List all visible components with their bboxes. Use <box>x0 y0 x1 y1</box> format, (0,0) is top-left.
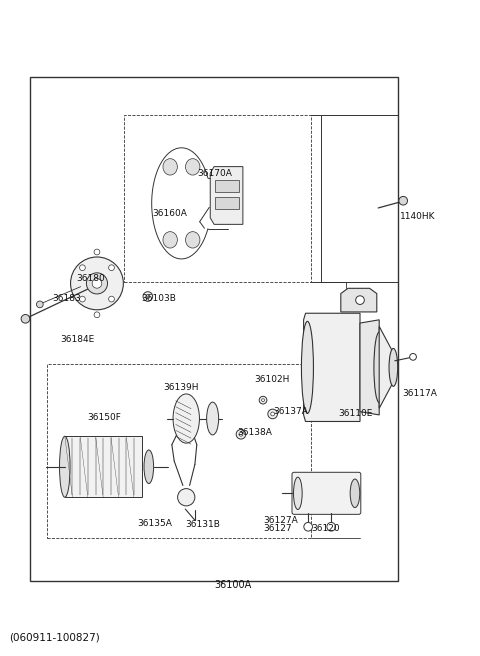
Ellipse shape <box>374 332 384 403</box>
Bar <box>30 77 398 581</box>
Ellipse shape <box>185 232 200 248</box>
Text: 36120: 36120 <box>311 524 340 533</box>
Circle shape <box>21 314 30 323</box>
Polygon shape <box>379 327 395 408</box>
Circle shape <box>356 296 364 304</box>
Ellipse shape <box>207 402 219 435</box>
Text: 36183: 36183 <box>52 294 81 303</box>
Ellipse shape <box>144 450 154 483</box>
Circle shape <box>80 297 85 302</box>
Polygon shape <box>210 167 243 224</box>
Circle shape <box>94 249 100 255</box>
Ellipse shape <box>60 436 70 497</box>
Circle shape <box>262 399 264 401</box>
Circle shape <box>399 196 408 205</box>
Text: 36127: 36127 <box>263 524 292 533</box>
Text: 1140HK: 1140HK <box>400 212 436 221</box>
Bar <box>124 115 311 282</box>
Text: 36150F: 36150F <box>87 413 121 422</box>
Polygon shape <box>303 314 360 422</box>
Ellipse shape <box>163 232 178 248</box>
Ellipse shape <box>185 159 200 175</box>
Circle shape <box>92 279 102 288</box>
Text: 36138A: 36138A <box>238 428 273 437</box>
Bar <box>321 115 398 282</box>
Circle shape <box>36 301 43 308</box>
Circle shape <box>268 409 277 419</box>
Circle shape <box>143 292 153 301</box>
Circle shape <box>108 297 114 302</box>
Text: 36127A: 36127A <box>263 516 298 525</box>
Ellipse shape <box>301 321 313 413</box>
Text: 36100A: 36100A <box>215 580 252 590</box>
Text: 36102H: 36102H <box>254 375 290 384</box>
Text: 36170A: 36170A <box>197 169 232 178</box>
Polygon shape <box>360 320 379 415</box>
Ellipse shape <box>163 159 178 175</box>
Bar <box>215 197 239 209</box>
Circle shape <box>304 522 312 531</box>
Circle shape <box>94 312 100 318</box>
Ellipse shape <box>389 348 398 386</box>
Text: 36110E: 36110E <box>338 409 373 418</box>
Bar <box>47 364 311 538</box>
Ellipse shape <box>350 479 360 508</box>
Text: 36160A: 36160A <box>153 209 188 218</box>
Ellipse shape <box>173 394 200 443</box>
Circle shape <box>239 432 243 436</box>
Bar <box>215 180 239 192</box>
Circle shape <box>86 273 108 294</box>
Text: 36184E: 36184E <box>60 335 94 344</box>
Text: 36135A: 36135A <box>137 519 172 528</box>
Circle shape <box>410 354 417 360</box>
Text: 36180: 36180 <box>76 274 105 283</box>
Circle shape <box>236 430 246 439</box>
Text: 36131B: 36131B <box>185 520 220 529</box>
Text: 36139H: 36139H <box>163 382 199 392</box>
Circle shape <box>178 489 195 506</box>
Polygon shape <box>341 289 377 312</box>
Circle shape <box>108 265 114 270</box>
FancyBboxPatch shape <box>292 472 361 514</box>
Circle shape <box>259 396 267 404</box>
Text: 36137A: 36137A <box>274 407 309 417</box>
Polygon shape <box>65 436 142 497</box>
Circle shape <box>71 257 123 310</box>
Ellipse shape <box>294 477 302 510</box>
Circle shape <box>146 295 150 298</box>
Text: 36103B: 36103B <box>142 294 177 303</box>
Text: (060911-100827): (060911-100827) <box>9 632 99 643</box>
Text: 36117A: 36117A <box>402 389 437 398</box>
Circle shape <box>80 265 85 270</box>
Circle shape <box>271 412 275 416</box>
Circle shape <box>327 522 336 531</box>
